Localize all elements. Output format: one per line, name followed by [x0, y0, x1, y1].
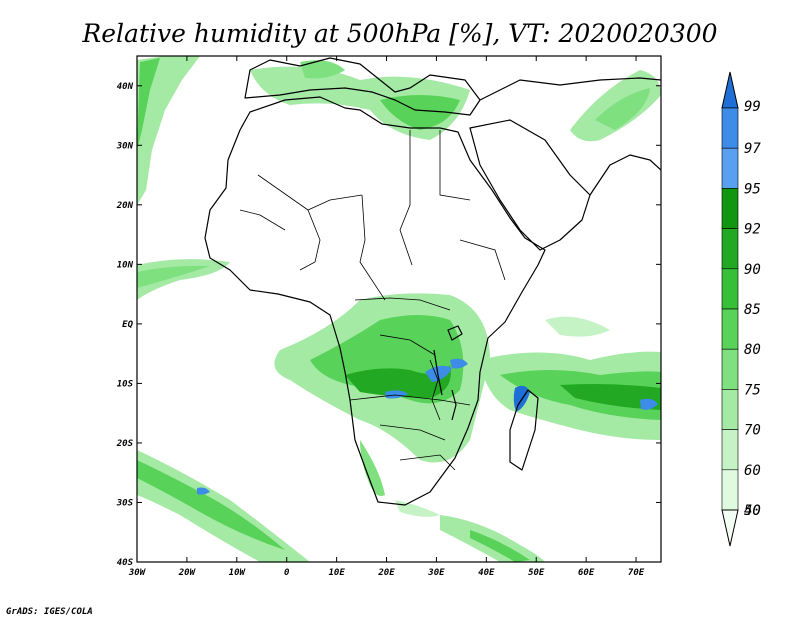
lon-tick-label: 0: [284, 568, 290, 578]
latitude-axis: 40N 30N 20N 10N EQ 10S 20S 30S 40S: [116, 82, 661, 568]
coastline-asia: [479, 77, 661, 196]
colorbar-label: 95: [744, 181, 761, 197]
country-borders: [239, 130, 506, 471]
humidity-patch-south-atlantic: [197, 487, 210, 495]
lon-tick-label: 70E: [628, 568, 645, 578]
humidity-band-south-atlantic-core: [137, 460, 285, 550]
lon-tick-label: 10E: [328, 568, 345, 578]
colorbar-swatch: [721, 389, 739, 430]
humidity-band-atlantic-north-core: [137, 58, 160, 150]
colorbar-label: 75: [744, 382, 761, 398]
humidity-band-south-africa: [440, 515, 545, 562]
colorbar-swatch: [721, 348, 739, 390]
colorbar-label: 60: [744, 463, 761, 479]
colorbar-swatch: [721, 107, 739, 149]
humidity-band-indian-ocean-north: [545, 316, 610, 337]
lat-tick-label: 10N: [117, 260, 134, 270]
lon-tick-label: 40E: [478, 568, 495, 578]
colorbar-label: 99: [744, 99, 761, 115]
humidity-band-south-africa-core: [470, 530, 530, 562]
lake-malawi: [451, 389, 457, 421]
plot-area: [136, 55, 662, 563]
humidity-patch-lake-region: [450, 358, 468, 369]
colorbar-label: 92: [744, 222, 761, 238]
lat-tick-label: 20S: [116, 439, 134, 449]
map-title: Relative humidity at 500hPa [%], VT: 202…: [81, 19, 717, 48]
colorbar-label: 70: [744, 423, 761, 439]
coastline-madagascar: [509, 389, 539, 471]
colorbar-swatch: [721, 147, 739, 189]
lon-tick-label: 10W: [229, 568, 247, 578]
lake-tanganyika: [433, 349, 443, 396]
map-frame: [136, 55, 662, 563]
humidity-band-central-asia-core: [595, 88, 650, 130]
colorbar-swatch: [721, 268, 739, 310]
colorbar-swatch: [721, 429, 739, 471]
lat-tick-label: EQ: [122, 320, 133, 330]
humidity-patch-central-africa: [425, 365, 452, 382]
lon-tick-label: 50E: [528, 568, 545, 578]
lake-victoria: [447, 325, 463, 341]
humidity-band-europe: [300, 60, 345, 79]
lon-tick-label: 20E: [377, 568, 395, 578]
colorbar-label: 85: [744, 302, 761, 318]
lon-tick-label: 30E: [427, 568, 445, 578]
coastline-arabia: [469, 119, 591, 251]
colorbar-swatch: [721, 308, 739, 350]
lat-tick-label: 40S: [117, 558, 134, 568]
longitude-axis: 30W 20W 10W 0 10E 20E 30E 40E 50E 60E 70E: [128, 56, 645, 578]
lon-tick-label: 60E: [578, 568, 595, 578]
colorbar-label: 80: [744, 342, 761, 358]
humidity-band-west-africa-core: [137, 265, 210, 288]
coastline-europe: [244, 57, 481, 116]
lat-tick-label: 30N: [116, 141, 134, 151]
lat-tick-label: 30S: [116, 498, 134, 508]
colorbar-top-triangle: [721, 71, 739, 109]
colorbar-label: 50: [744, 503, 761, 519]
colorbar-bottom-triangle: [721, 509, 739, 547]
colorbar-label: 40: [744, 503, 761, 519]
colorbar-label: 97: [744, 141, 761, 157]
humidity-region-southern-africa: [360, 440, 385, 496]
colorbar-label: 90: [744, 262, 761, 278]
colorbar-swatch: [721, 228, 739, 270]
humidity-band-mediterranean-core: [380, 95, 460, 130]
lat-tick-label: 40N: [117, 82, 134, 92]
lon-tick-label: 20W: [178, 568, 197, 578]
humidity-band-atlantic-north: [137, 56, 200, 205]
humidity-patch-indian-ocean: [640, 398, 658, 410]
lon-tick-label: 30W: [128, 568, 147, 578]
lat-tick-label: 20N: [116, 201, 134, 211]
grads-credit: GrADS: IGES/COLA: [6, 607, 93, 617]
colorbar-swatch: [721, 188, 739, 229]
humidity-patch-angola: [385, 390, 408, 399]
coastline-africa: [204, 96, 546, 506]
humidity-shading: [137, 56, 661, 562]
lat-tick-label: 10S: [117, 379, 134, 389]
colorbar-swatch: [721, 469, 739, 511]
humidity-band-indian-ocean-core: [560, 384, 661, 410]
humidity-region-central-africa-core: [345, 365, 451, 398]
